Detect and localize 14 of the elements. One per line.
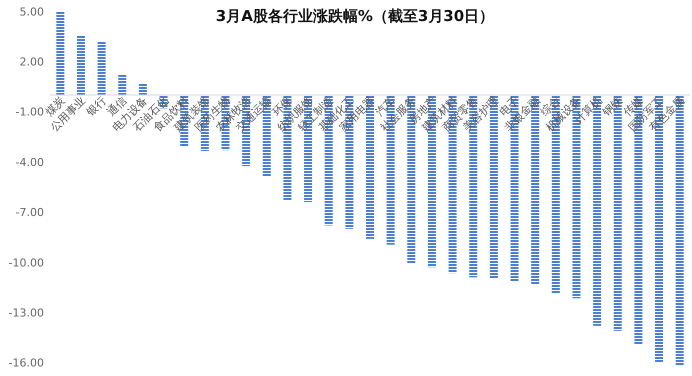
y-tick-label: -1.00 (16, 106, 44, 119)
bar (76, 36, 85, 95)
bar (98, 41, 106, 95)
y-tick-label: -4.00 (16, 156, 44, 169)
bar (118, 74, 126, 95)
y-tick-label: -16.00 (8, 356, 44, 370)
chart-title: 3月A股各行业涨跌幅%（截至3月30日） (216, 7, 494, 25)
y-tick-label: 5.00 (20, 5, 44, 18)
bar (138, 83, 147, 95)
y-tick-label: -7.00 (16, 206, 44, 220)
y-tick-label: 2.00 (20, 56, 44, 69)
bar (56, 11, 64, 95)
y-tick-label: -10.00 (8, 256, 44, 270)
y-tick-label: -13.00 (8, 306, 44, 320)
